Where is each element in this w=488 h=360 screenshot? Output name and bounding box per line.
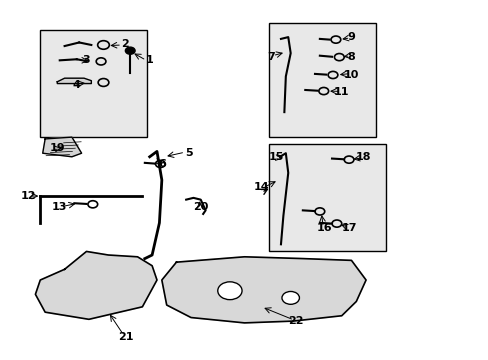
Text: 3: 3 xyxy=(82,55,90,65)
Text: 17: 17 xyxy=(341,223,356,233)
Polygon shape xyxy=(42,137,81,157)
Polygon shape xyxy=(162,257,366,323)
Text: 13: 13 xyxy=(52,202,67,212)
Polygon shape xyxy=(35,251,157,319)
Text: 4: 4 xyxy=(73,80,81,90)
Bar xyxy=(268,23,375,137)
Text: 19: 19 xyxy=(49,143,65,153)
Text: 12: 12 xyxy=(20,191,36,201)
Text: 21: 21 xyxy=(118,332,133,342)
Text: 7: 7 xyxy=(267,52,275,62)
Text: 15: 15 xyxy=(268,152,283,162)
Text: 10: 10 xyxy=(343,69,358,80)
Text: 20: 20 xyxy=(193,202,208,212)
Polygon shape xyxy=(57,78,91,84)
Circle shape xyxy=(125,47,135,54)
Text: 8: 8 xyxy=(347,52,355,62)
Text: 22: 22 xyxy=(287,316,303,326)
Text: 1: 1 xyxy=(145,55,153,65)
Text: 18: 18 xyxy=(355,152,370,162)
Text: 11: 11 xyxy=(333,87,349,98)
Bar xyxy=(268,144,385,251)
Text: 2: 2 xyxy=(121,39,129,49)
Text: 16: 16 xyxy=(316,223,332,233)
Text: 6: 6 xyxy=(158,159,165,169)
Text: 5: 5 xyxy=(184,148,192,158)
Bar xyxy=(40,30,147,137)
Text: 9: 9 xyxy=(347,32,355,42)
Circle shape xyxy=(282,292,299,304)
Circle shape xyxy=(217,282,242,300)
Text: 14: 14 xyxy=(253,182,269,192)
